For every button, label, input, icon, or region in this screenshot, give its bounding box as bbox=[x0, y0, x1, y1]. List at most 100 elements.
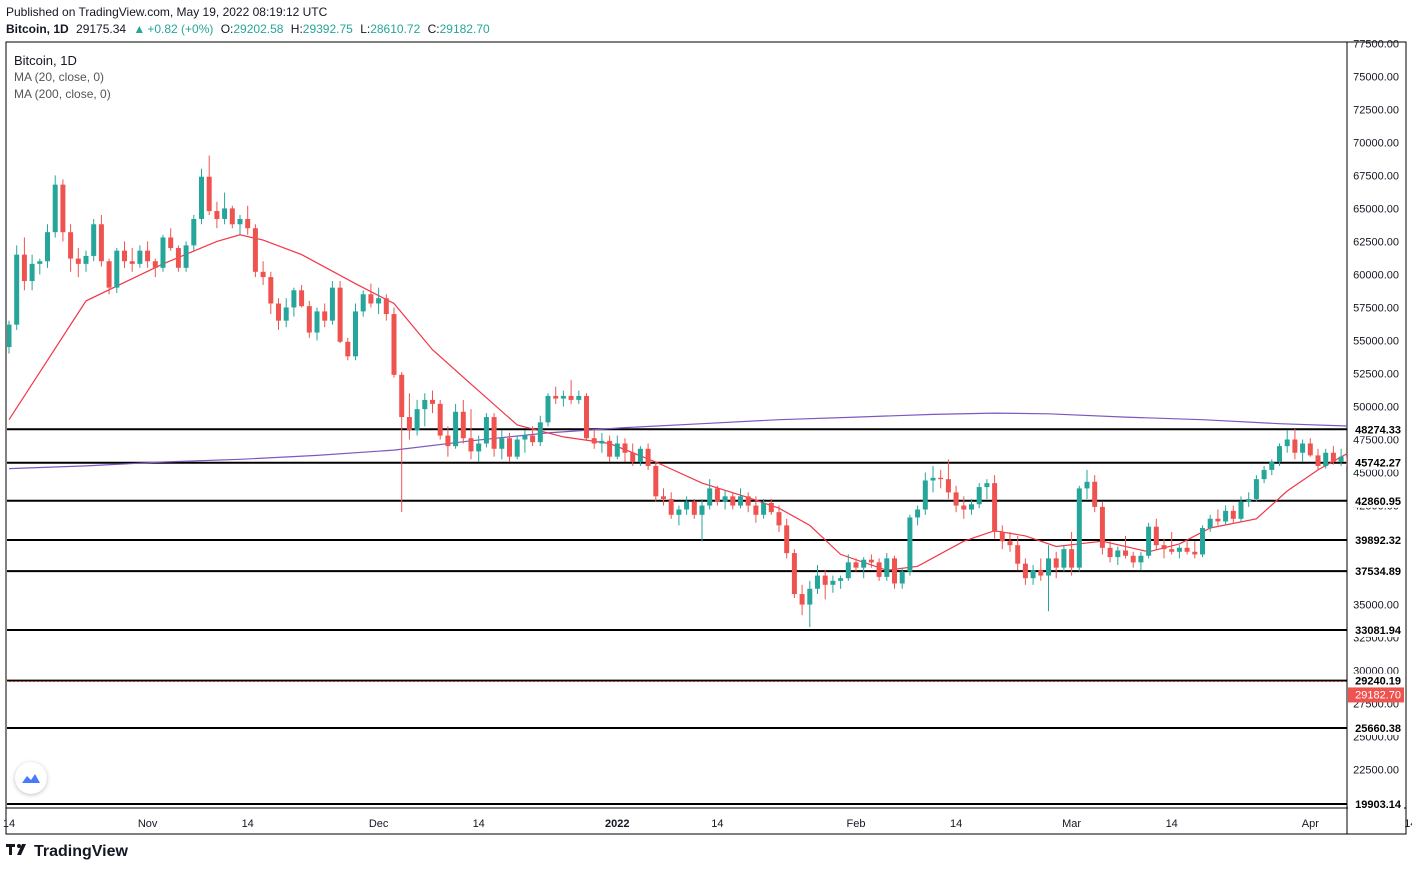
tradingview-badge[interactable] bbox=[15, 762, 47, 794]
candle-body bbox=[183, 245, 189, 268]
candle-body bbox=[406, 417, 412, 431]
candle bbox=[214, 201, 220, 229]
price-tick-label: 52500.00 bbox=[1353, 368, 1399, 380]
candle bbox=[591, 430, 597, 449]
level-labels: 48274.33 45742.27 42860.95 39892.32 37534.89… bbox=[1348, 422, 1404, 811]
footer-brand-text: TradingView bbox=[34, 842, 128, 860]
candle bbox=[499, 430, 505, 460]
legend-ma20[interactable]: MA (20, close, 0) bbox=[14, 70, 105, 84]
level-label-bg bbox=[1348, 622, 1404, 637]
candle bbox=[799, 584, 805, 616]
candle bbox=[738, 488, 743, 509]
candle-body bbox=[376, 298, 382, 304]
candle-body bbox=[630, 452, 636, 462]
candle bbox=[1277, 443, 1282, 466]
candle bbox=[545, 393, 551, 427]
candle bbox=[114, 248, 120, 293]
candle-body bbox=[1007, 541, 1013, 546]
candle bbox=[129, 248, 135, 272]
candle bbox=[1169, 531, 1175, 555]
change-arrow-icon: ▲ bbox=[133, 22, 146, 36]
candle-body bbox=[68, 232, 74, 259]
candle-body bbox=[98, 224, 104, 262]
candle-body bbox=[252, 228, 258, 272]
close-value: 29182.70 bbox=[439, 22, 490, 36]
legend-title[interactable]: Bitcoin, 1D bbox=[14, 53, 77, 68]
candle bbox=[822, 570, 828, 600]
ma200-line bbox=[8, 412, 1347, 470]
candle-body bbox=[1099, 506, 1105, 548]
candle bbox=[938, 469, 944, 489]
candle bbox=[329, 281, 335, 325]
candle bbox=[152, 258, 158, 278]
candle-body bbox=[7, 324, 12, 348]
open-label: O: bbox=[220, 22, 234, 36]
candle bbox=[7, 320, 12, 354]
candle-body bbox=[1015, 545, 1021, 564]
candle bbox=[845, 554, 851, 581]
candle bbox=[75, 248, 81, 278]
candle bbox=[1084, 469, 1090, 499]
ma200-path bbox=[8, 412, 1347, 470]
candle bbox=[353, 303, 358, 361]
candle-body bbox=[999, 531, 1005, 542]
candle-body bbox=[437, 403, 443, 436]
candle bbox=[776, 505, 782, 532]
candle-body bbox=[768, 502, 774, 513]
candle-body bbox=[1307, 443, 1313, 456]
price-tick-label: 50000.00 bbox=[1353, 402, 1399, 414]
candle bbox=[29, 254, 35, 291]
candle bbox=[1146, 522, 1152, 559]
candle bbox=[1307, 438, 1313, 457]
time-tick-label: 14 bbox=[3, 818, 15, 830]
candle bbox=[1246, 492, 1252, 507]
candle-body bbox=[14, 254, 20, 325]
candle-body bbox=[1408, 532, 1412, 535]
candle bbox=[1300, 439, 1306, 462]
candle-body bbox=[1246, 498, 1252, 502]
candle bbox=[1015, 535, 1021, 571]
candle-body bbox=[560, 395, 566, 399]
candle-body bbox=[622, 443, 628, 453]
low-label: L: bbox=[360, 22, 371, 36]
candle bbox=[915, 505, 921, 526]
candle-body bbox=[691, 501, 697, 515]
price-tick-label: 45000.00 bbox=[1353, 468, 1399, 480]
candle-body bbox=[237, 218, 243, 225]
candle-body bbox=[422, 399, 428, 410]
candle bbox=[676, 505, 682, 526]
candle-body bbox=[1169, 549, 1175, 552]
candle bbox=[476, 435, 482, 462]
candle bbox=[453, 403, 459, 449]
level-label-bg bbox=[1348, 720, 1404, 735]
candle-body bbox=[430, 399, 435, 404]
candle bbox=[1330, 446, 1336, 465]
candle-body bbox=[738, 496, 743, 506]
candle bbox=[260, 261, 266, 286]
high-label: H: bbox=[290, 22, 303, 36]
candle bbox=[530, 426, 536, 447]
candle bbox=[899, 567, 905, 589]
candle bbox=[976, 483, 982, 509]
candles bbox=[7, 155, 1412, 628]
time-tick-label: 2022 bbox=[605, 818, 629, 830]
candle bbox=[106, 258, 112, 295]
candle-body bbox=[1346, 456, 1347, 466]
candle-body bbox=[191, 218, 197, 246]
candle bbox=[861, 557, 867, 579]
price-tick-label: 77500.00 bbox=[1353, 38, 1399, 50]
legend-ma200[interactable]: MA (200, close, 0) bbox=[14, 87, 111, 101]
candle bbox=[707, 479, 713, 510]
candle bbox=[376, 287, 382, 315]
candle-body bbox=[60, 184, 66, 233]
candle-body bbox=[129, 261, 135, 264]
candle-body bbox=[476, 443, 482, 452]
candle-body bbox=[229, 208, 235, 225]
candle-body bbox=[345, 341, 351, 357]
candle bbox=[768, 498, 774, 515]
candle-body bbox=[699, 505, 705, 515]
candle-body bbox=[892, 558, 897, 584]
candle-body bbox=[1315, 455, 1321, 466]
price-axis: 77500.00 75000.00 72500.00 70000.00 67500.00… bbox=[1353, 38, 1399, 776]
